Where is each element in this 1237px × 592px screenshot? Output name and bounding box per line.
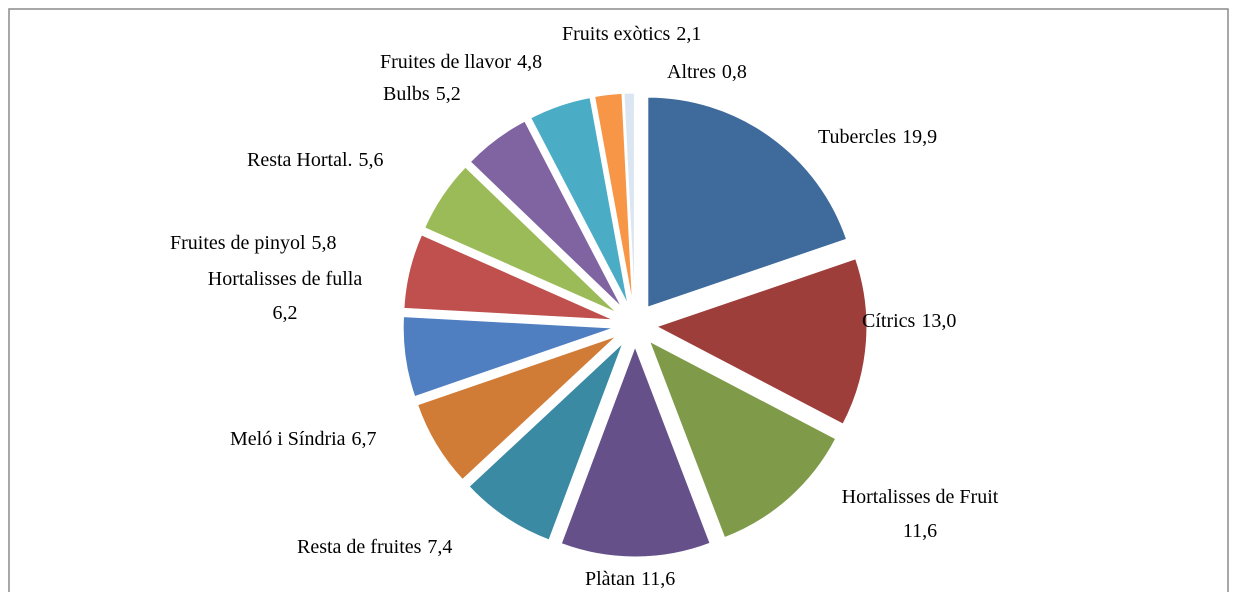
data-label: Plàtan 11,6 [585,568,675,590]
data-label: Hortalisses de fulla 6,2 [208,268,363,324]
data-label: Altres 0,8 [667,61,747,83]
value-label: 13,0 [921,310,956,332]
category-label: Meló i Síndria [230,428,346,450]
value-label: 11,6 [903,520,937,542]
category-label: Altres [667,61,716,83]
pie-slice [416,335,617,481]
category-label: Fruites de pinyol [170,232,306,254]
chart-frame [8,8,1229,592]
category-label: Cítrics [862,310,916,332]
category-label: Hortalisses de fulla [208,268,363,290]
pie-slice [594,92,633,304]
value-label: 11,6 [641,568,675,590]
pie-slice [647,96,848,308]
value-label: 19,9 [902,126,937,148]
data-label: Resta de fruites 7,4 [297,536,452,558]
data-label: Bulbs 5,2 [383,83,461,105]
category-label: Resta de fruites [297,536,422,558]
pie-slice [623,92,635,304]
value-label: 6,7 [352,428,377,450]
pie-slice [468,342,624,541]
pie-slice [403,234,614,321]
category-label: Plàtan [585,568,635,590]
category-label: Fruits exòtics [562,23,671,45]
data-label: Fruites de llavor 4,8 [380,51,542,73]
value-label: 0,8 [722,61,747,83]
pie-slice [469,120,623,308]
category-label: Tubercles [818,126,896,148]
pie-slice [655,258,868,425]
pie-slice [402,316,614,398]
category-label: Hortalisses de Fruit [842,486,999,508]
pie-slice [560,345,711,558]
category-label: Resta Hortal. [247,149,353,171]
data-label: Fruits exòtics 2,1 [562,23,701,45]
category-label: Bulbs [383,83,430,105]
data-label: Cítrics 13,0 [862,310,956,332]
data-label: Resta Hortal. 5,6 [247,149,384,171]
value-label: 7,4 [427,536,452,558]
value-label: 5,2 [436,83,461,105]
pie-slice [530,97,629,305]
value-label: 5,6 [359,149,384,171]
value-label: 2,1 [676,23,701,45]
data-label: Hortalisses de Fruit 11,6 [842,486,999,542]
pie-slice [424,166,618,314]
category-label: Fruites de llavor [380,51,511,73]
value-label: 6,2 [273,302,298,324]
data-label: Fruites de pinyol 5,8 [170,232,337,254]
value-label: 4,8 [517,51,542,73]
pie-slice [648,340,837,539]
data-label: Meló i Síndria 6,7 [230,428,377,450]
data-label: Tubercles 19,9 [818,126,937,148]
value-label: 5,8 [312,232,337,254]
